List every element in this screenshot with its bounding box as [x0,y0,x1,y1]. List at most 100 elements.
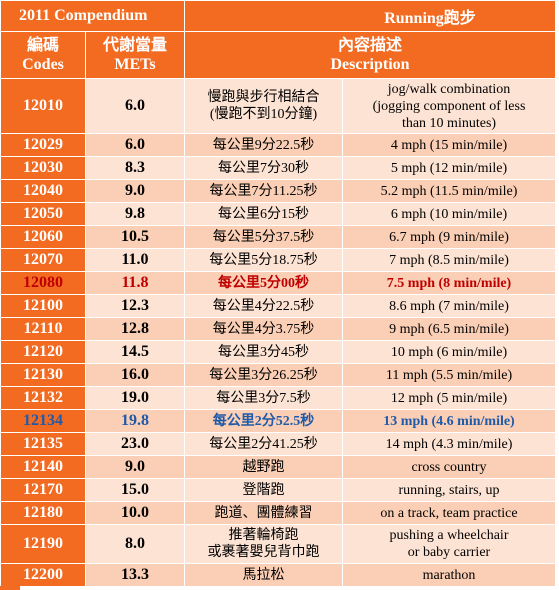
description-en-cell: 4 mph (15 min/mile) [341,133,557,157]
code-cell: 12135 [0,432,86,456]
met-cell: 19.8 [85,409,185,433]
met-cell: 11.0 [85,248,185,272]
description-zh-cell: 每公里3分45秒 [184,340,343,364]
description-zh-cell: 每公里4分3.75秒 [184,317,343,341]
code-cell: 12010 [0,78,86,134]
description-en-cell: cross country [341,455,557,479]
mets-header: 代謝當量 METs [85,31,185,79]
description-en-cell: 5.2 mph (11.5 min/mile) [341,179,557,203]
table-row: 12170 15.0 登階跑 running, stairs, up [0,478,557,502]
table-row: 12180 10.0 跑道、團體練習 on a track, team practic… [0,501,557,525]
met-cell: 9.0 [85,179,185,203]
mets-header-en: METs [114,56,156,73]
table-row: 12135 23.0 每公里2分41.25秒 14 mph (4.3 min/mile… [0,432,557,456]
met-cell: 15.0 [85,478,185,502]
description-en-cell: 6 mph (10 min/mile) [341,202,557,226]
table-row: 12040 9.0 每公里7分11.25秒 5.2 mph (11.5 min/mil… [0,179,557,203]
description-zh-cell: 每公里2分41.25秒 [184,432,343,456]
table-row: 12100 12.3 每公里4分22.5秒 8.6 mph (7 min/mile) [0,294,557,318]
met-cell: 9.8 [85,202,185,226]
table-row: 12132 19.0 每公里3分7.5秒 12 mph (5 min/mile) [0,386,557,410]
table-row: 12030 8.3 每公里7分30秒 5 mph (12 min/mile) [0,156,557,180]
description-zh-cell: 每公里3分26.25秒 [184,363,343,387]
table-row: 12110 12.8 每公里4分3.75秒 9 mph (6.5 min/mile) [0,317,557,341]
table-row: 12200 13.3 馬拉松 marathon [0,563,557,587]
description-zh-cell: 每公里3分7.5秒 [184,386,343,410]
table-row: 12029 6.0 每公里9分22.5秒 4 mph (15 min/mile) [0,133,557,157]
footer-accent [0,586,20,590]
code-cell: 12080 [0,271,86,295]
description-en-cell: 12 mph (5 min/mile) [341,386,557,410]
met-cell: 10.5 [85,225,185,249]
description-en-cell: 13 mph (4.6 min/mile) [341,409,557,433]
code-cell: 12134 [0,409,86,433]
code-cell: 12200 [0,563,86,587]
description-header: 內容描述 Description [183,31,557,79]
code-cell: 12050 [0,202,86,226]
mets-header-zh: 代謝當量 [102,37,167,54]
code-cell: 12190 [0,524,86,564]
description-zh-cell: 每公里9分22.5秒 [184,133,343,157]
met-cell: 8.3 [85,156,185,180]
table-row: 12134 19.8 每公里2分52.5秒 13 mph (4.6 min/mile) [0,409,557,433]
compendium-title: 2011 Compendium [0,0,185,32]
description-zh-cell: 慢跑與步行相結合 (慢跑不到10分鐘) [184,78,343,134]
code-cell: 12120 [0,340,86,364]
description-zh-cell: 跑道、團體練習 [184,501,343,525]
codes-header-zh: 編碼 [26,37,59,54]
description-zh-cell: 每公里5分18.75秒 [184,248,343,272]
table-row: 12140 9.0 越野跑 cross country [0,455,557,479]
code-cell: 12130 [0,363,86,387]
description-zh-cell: 每公里5分00秒 [184,271,343,295]
table-row: 12070 11.0 每公里5分18.75秒 7 mph (8.5 min/mile) [0,248,557,272]
table-row: 12060 10.5 每公里5分37.5秒 6.7 mph (9 min/mile) [0,225,557,249]
code-cell: 12180 [0,501,86,525]
code-cell: 12060 [0,225,86,249]
description-zh-cell: 每公里7分11.25秒 [184,179,343,203]
description-zh-cell: 登階跑 [184,478,343,502]
met-cell: 13.3 [85,563,185,587]
code-cell: 12100 [0,294,86,318]
description-header-en: Description [330,56,410,73]
code-cell: 12132 [0,386,86,410]
description-zh-cell: 每公里2分52.5秒 [184,409,343,433]
description-zh-cell: 越野跑 [184,455,343,479]
met-cell: 6.0 [85,78,185,134]
table-row: 12080 11.8 每公里5分00秒 7.5 mph (8 min/mile) [0,271,557,295]
description-en-cell: 6.7 mph (9 min/mile) [341,225,557,249]
table-row: 12010 6.0 慢跑與步行相結合 (慢跑不到10分鐘) jog/walk combi… [0,78,557,134]
code-cell: 12029 [0,133,86,157]
met-cell: 12.8 [85,317,185,341]
description-zh-cell: 每公里5分37.5秒 [184,225,343,249]
description-zh-cell: 推著輪椅跑 或裹著嬰兒背巾跑 [184,524,343,564]
column-header-row: 編碼 Codes 代謝當量 METs 內容描述 Description [0,31,557,79]
description-zh-cell: 馬拉松 [184,563,343,587]
code-cell: 12140 [0,455,86,479]
description-en-cell: 8.6 mph (7 min/mile) [341,294,557,318]
code-cell: 12070 [0,248,86,272]
description-en-cell: 11 mph (5.5 min/mile) [341,363,557,387]
description-en-cell: 9 mph (6.5 min/mile) [341,317,557,341]
met-cell: 11.8 [85,271,185,295]
description-en-cell: 5 mph (12 min/mile) [341,156,557,180]
description-en-cell: on a track, team practice [341,501,557,525]
codes-header: 編碼 Codes [0,31,86,79]
code-cell: 12040 [0,179,86,203]
met-cell: 9.0 [85,455,185,479]
description-en-cell: 7 mph (8.5 min/mile) [341,248,557,272]
met-cell: 23.0 [85,432,185,456]
table-row: 12130 16.0 每公里3分26.25秒 11 mph (5.5 min/mile… [0,363,557,387]
description-en-cell: 10 mph (6 min/mile) [341,340,557,364]
code-cell: 12170 [0,478,86,502]
title-row: 2011 Compendium Running跑步 [0,0,557,32]
table-row: 12190 8.0 推著輪椅跑 或裹著嬰兒背巾跑 pushing a wheelchai… [0,524,557,564]
description-en-cell: marathon [341,563,557,587]
met-cell: 19.0 [85,386,185,410]
description-zh-cell: 每公里4分22.5秒 [184,294,343,318]
description-zh-cell: 每公里6分15秒 [184,202,343,226]
met-cell: 12.3 [85,294,185,318]
met-cell: 10.0 [85,501,185,525]
description-en-cell: pushing a wheelchair or baby carrier [341,524,557,564]
description-en-cell: running, stairs, up [341,478,557,502]
table-row: 12050 9.8 每公里6分15秒 6 mph (10 min/mile) [0,202,557,226]
